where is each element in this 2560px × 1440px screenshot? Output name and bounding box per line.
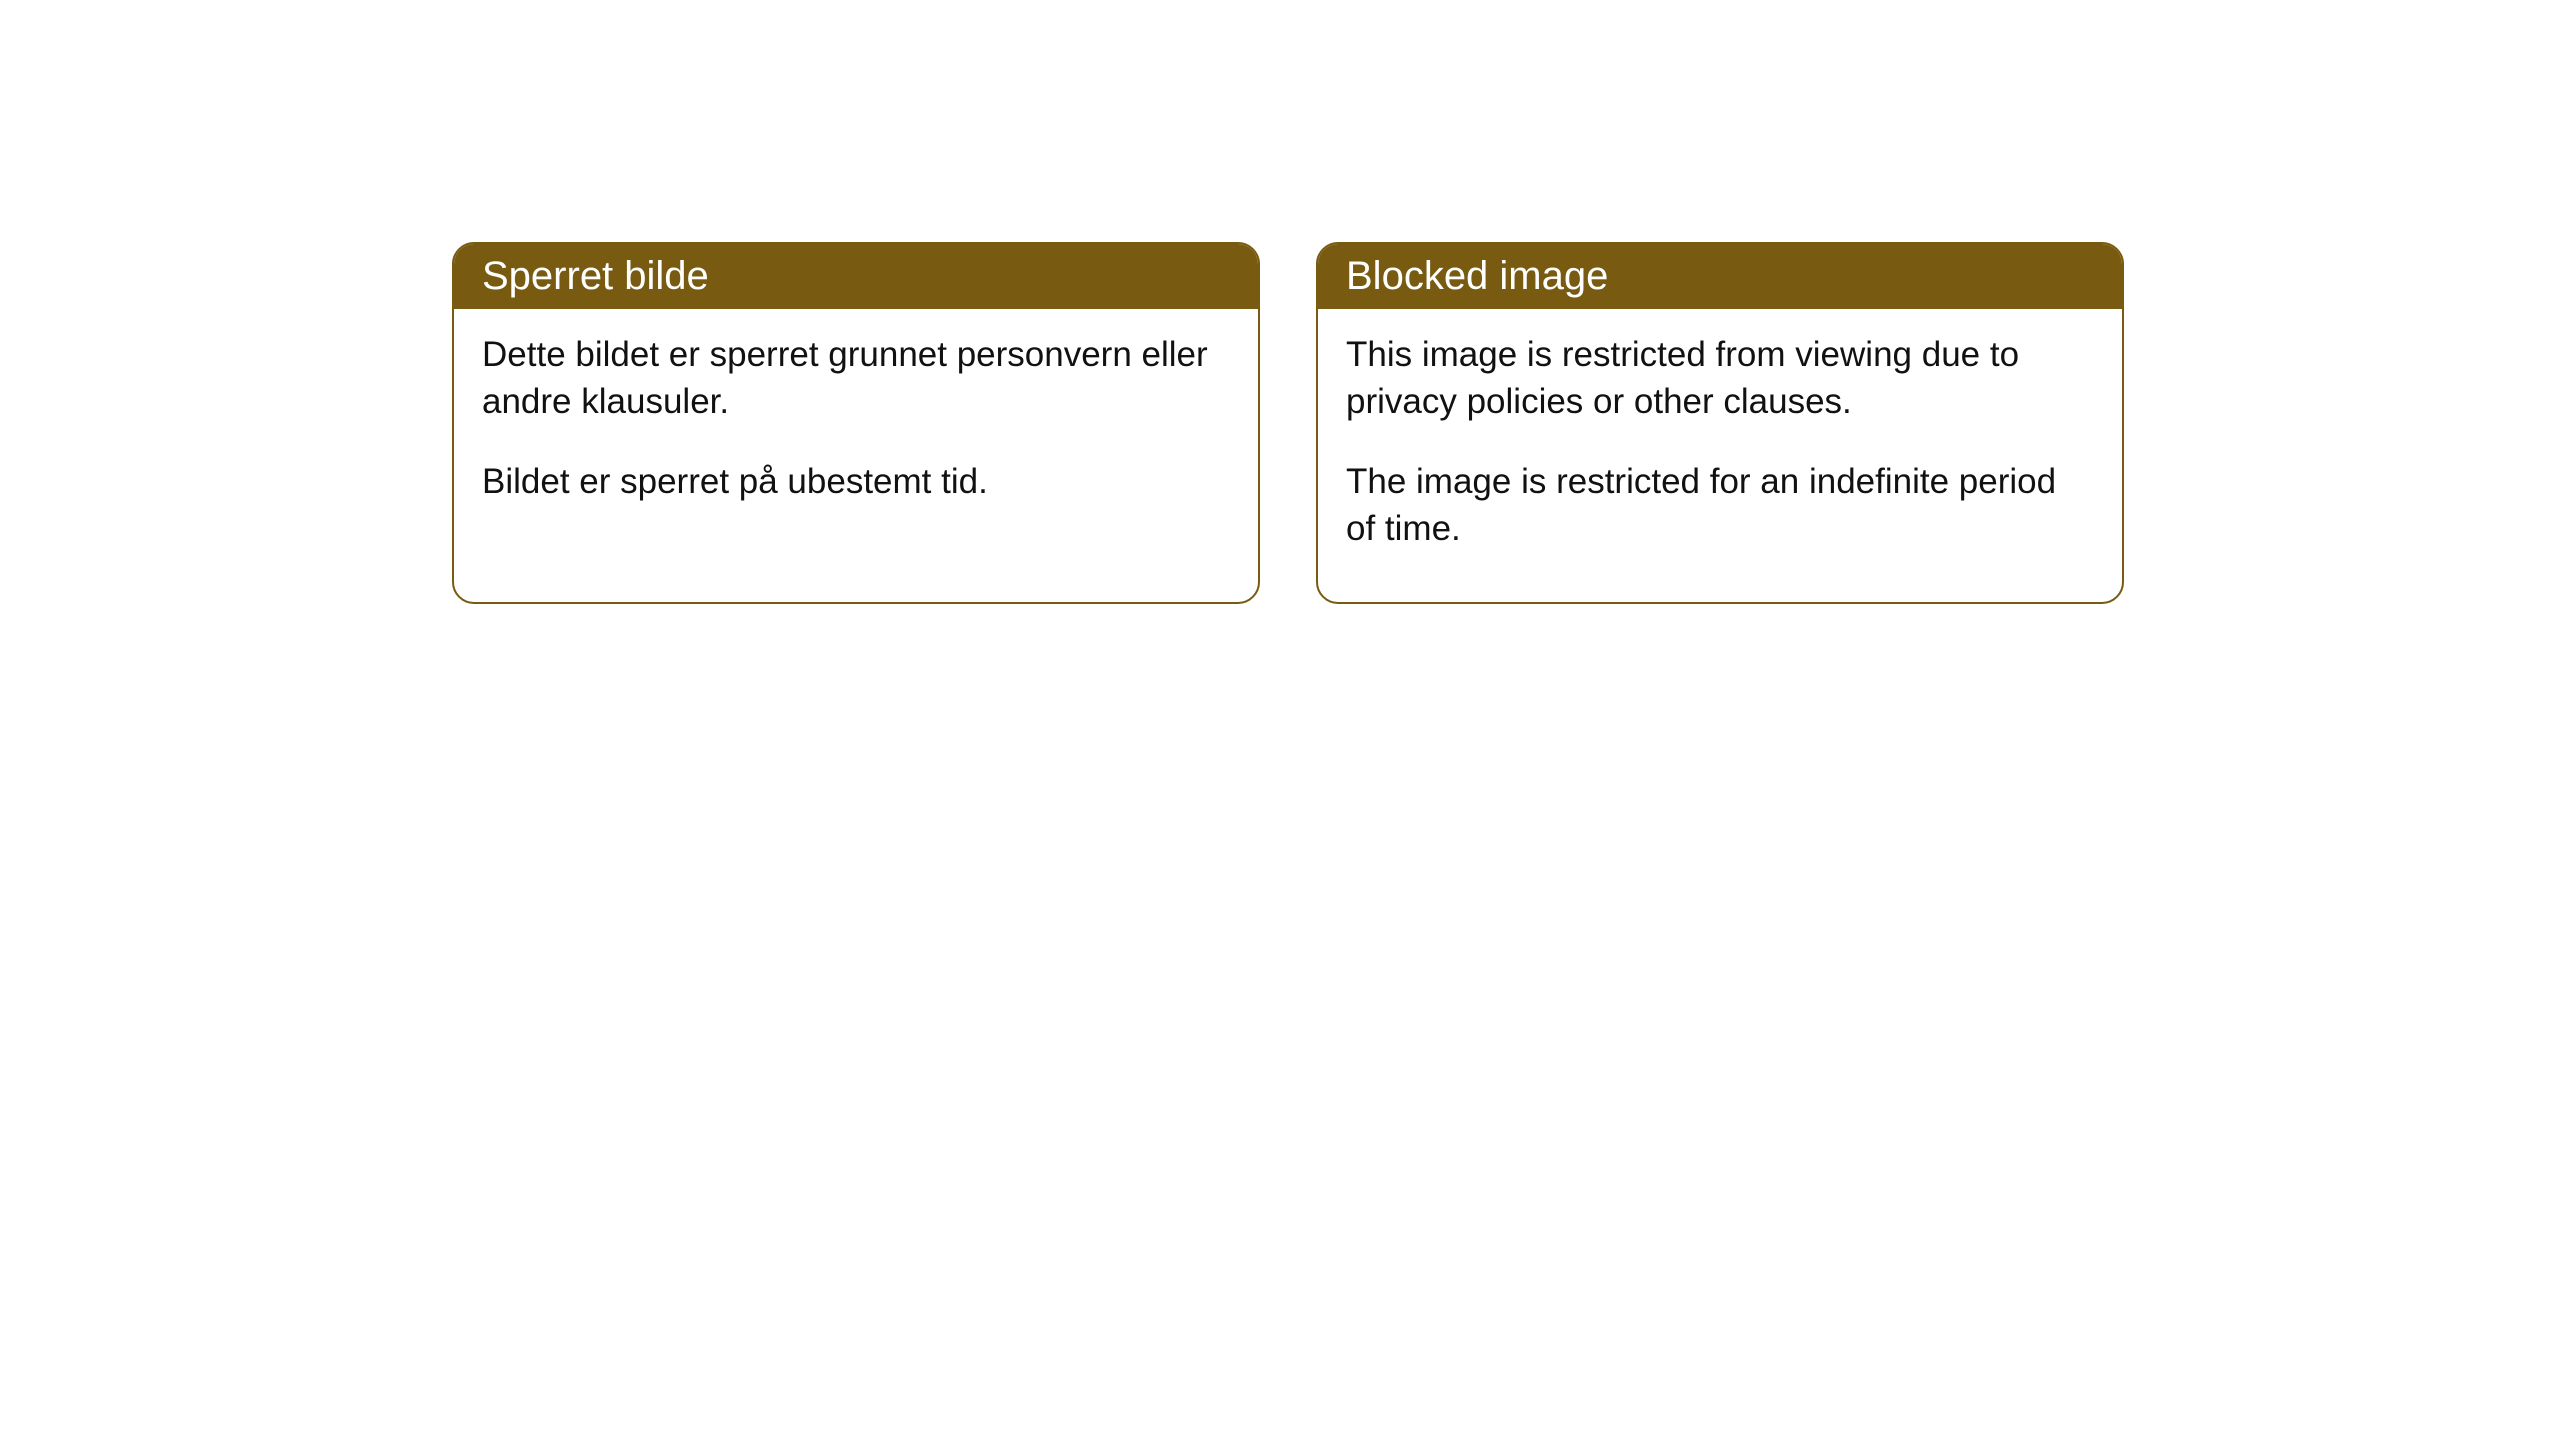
card-header: Blocked image bbox=[1318, 244, 2122, 309]
card-paragraph: This image is restricted from viewing du… bbox=[1346, 331, 2094, 426]
notice-card-english: Blocked image This image is restricted f… bbox=[1316, 242, 2124, 604]
card-body: This image is restricted from viewing du… bbox=[1318, 309, 2122, 602]
notice-card-norwegian: Sperret bilde Dette bildet er sperret gr… bbox=[452, 242, 1260, 604]
card-header: Sperret bilde bbox=[454, 244, 1258, 309]
card-body: Dette bildet er sperret grunnet personve… bbox=[454, 309, 1258, 555]
card-title: Blocked image bbox=[1346, 254, 1608, 298]
card-paragraph: The image is restricted for an indefinit… bbox=[1346, 458, 2094, 553]
card-title: Sperret bilde bbox=[482, 254, 709, 298]
card-paragraph: Bildet er sperret på ubestemt tid. bbox=[482, 458, 1230, 505]
notice-cards-container: Sperret bilde Dette bildet er sperret gr… bbox=[452, 242, 2124, 604]
card-paragraph: Dette bildet er sperret grunnet personve… bbox=[482, 331, 1230, 426]
